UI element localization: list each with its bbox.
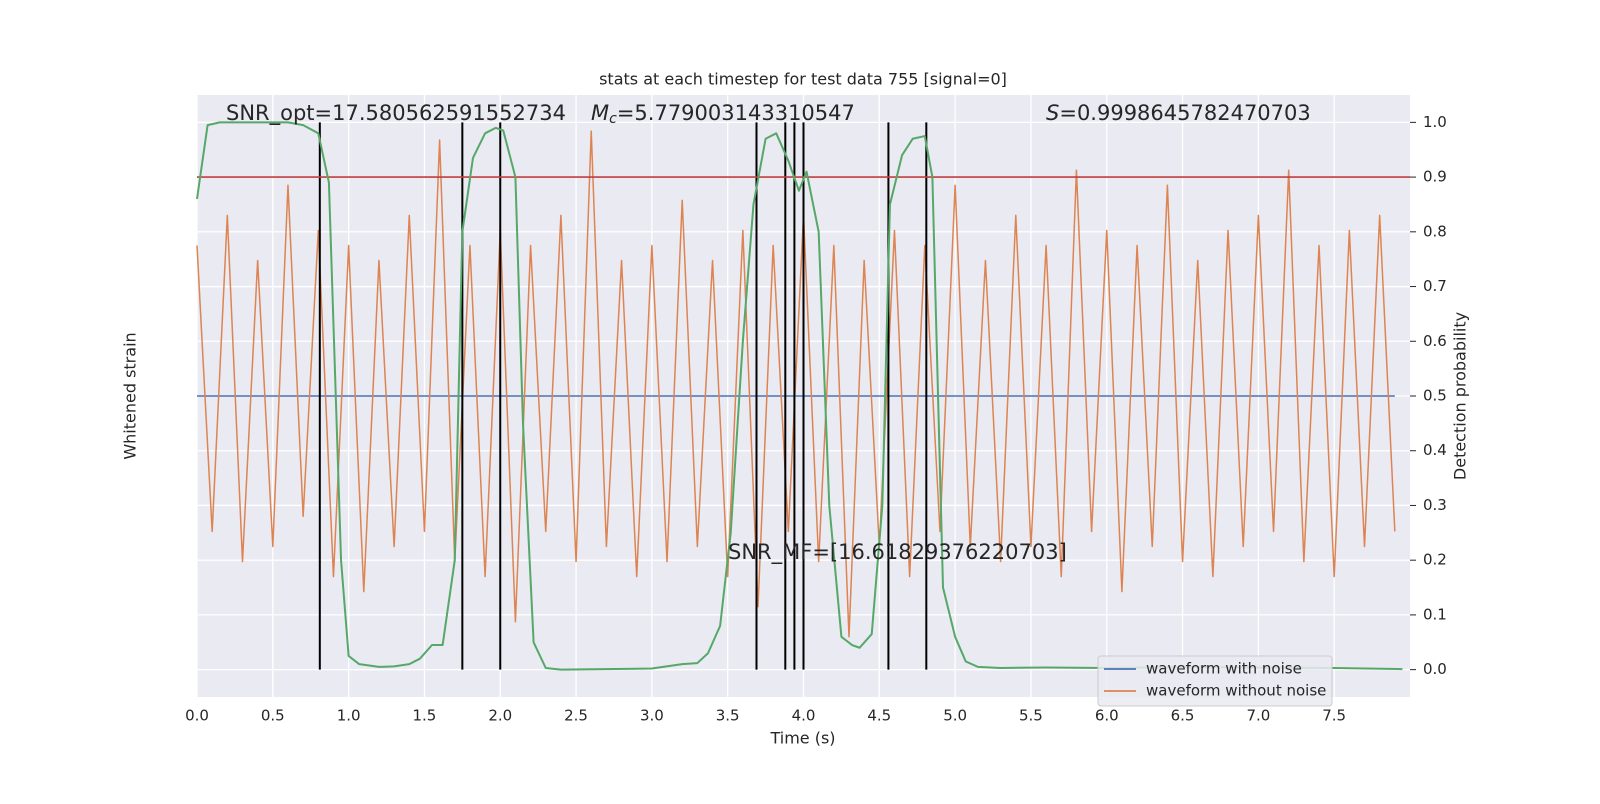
- y2-tick-label: 0.2: [1423, 551, 1447, 569]
- x-tick-label: 1.5: [413, 707, 437, 725]
- legend-label: waveform without noise: [1146, 682, 1326, 700]
- y2-axis-label: Detection probability: [1451, 312, 1470, 480]
- annotation-text: =0.9998645782470703: [1059, 101, 1310, 125]
- y2-tick-label: 0.8: [1423, 222, 1447, 240]
- y2-tick-label: 0.3: [1423, 496, 1447, 514]
- x-tick-label: 3.5: [716, 707, 740, 725]
- waveform-line: [196, 130, 1396, 638]
- y2-tick-label: 0.7: [1423, 277, 1447, 295]
- legend-label: waveform with noise: [1146, 660, 1302, 678]
- x-tick-label: 2.5: [564, 707, 588, 725]
- x-tick-label: 4.5: [867, 707, 891, 725]
- x-tick-label: 4.0: [792, 707, 816, 725]
- y2-tick-label: 0.1: [1423, 605, 1447, 623]
- y2-tick-label: 1.0: [1423, 113, 1447, 131]
- y-axis-label: Whitened strain: [121, 332, 140, 459]
- x-tick-label: 7.0: [1246, 707, 1270, 725]
- annotation: Mc=5.779003143310547: [591, 101, 855, 127]
- probability-line: [196, 121, 1403, 671]
- x-tick-label: 6.0: [1095, 707, 1119, 725]
- x-tick-label: 5.0: [943, 707, 967, 725]
- x-tick-label: 0.5: [261, 707, 285, 725]
- x-axis-label: Time (s): [769, 729, 835, 748]
- x-tick-label: 2.0: [488, 707, 512, 725]
- annotation-text: =5.779003143310547: [617, 101, 855, 125]
- y2-tick-label: 0.6: [1423, 332, 1447, 350]
- x-tick-label: 5.5: [1019, 707, 1043, 725]
- x-tick-label: 7.5: [1322, 707, 1346, 725]
- y2-tick-label: 0.9: [1423, 168, 1447, 186]
- chart-title: stats at each timestep for test data 755…: [599, 70, 1007, 89]
- annotation-subscript: c: [609, 111, 617, 127]
- y2-tick-label: 0.5: [1423, 387, 1447, 405]
- y2-tick-label: 0.4: [1423, 441, 1447, 459]
- legend-box: [1097, 655, 1333, 707]
- x-tick-label: 1.0: [337, 707, 361, 725]
- y2-tick-label: 0.0: [1423, 660, 1447, 678]
- x-tick-label: 3.0: [640, 707, 664, 725]
- legend: waveform with noise waveform without nois…: [1097, 655, 1333, 707]
- annotation-symbol: M: [591, 101, 609, 125]
- x-tick-label: 6.5: [1171, 707, 1195, 725]
- annotation-symbol: S: [1046, 101, 1059, 125]
- annotation: SNR_MF=[16.61829376220703]: [728, 540, 1067, 565]
- x-tick-label: 0.0: [185, 707, 209, 725]
- annotation: S=0.9998645782470703: [1046, 101, 1311, 125]
- annotation: SNR_opt=17.580562591552734: [226, 101, 566, 126]
